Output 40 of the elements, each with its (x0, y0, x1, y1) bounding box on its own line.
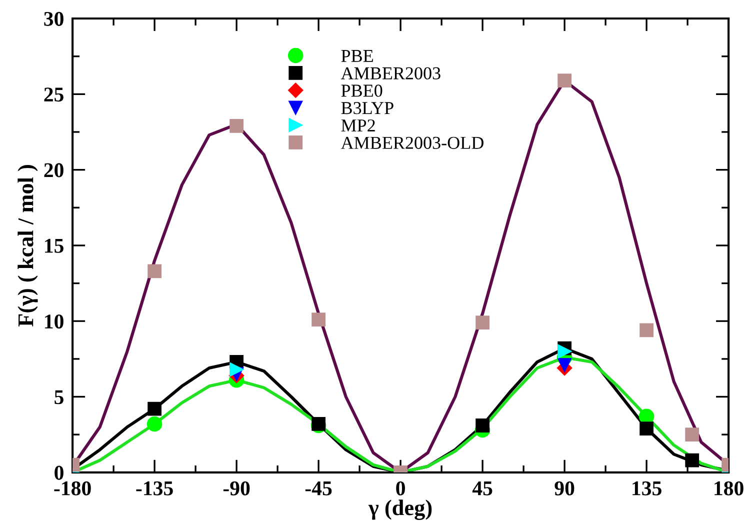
y-tick-label: 25 (44, 88, 64, 102)
x-tick-label: -90 (223, 481, 250, 496)
point (558, 344, 572, 358)
legend-label: MP2 (341, 119, 375, 132)
x-tick-label: 0 (396, 481, 405, 496)
y-tick-label: 20 (44, 163, 64, 178)
legend-label: AMBER2003 (340, 67, 440, 80)
x-axis-title: γ (deg) (368, 500, 432, 520)
point (312, 417, 326, 431)
x-tick-label: -135 (136, 481, 173, 496)
y-tick-label: 15 (45, 238, 64, 253)
point (685, 453, 700, 468)
point (230, 118, 244, 133)
point (476, 418, 490, 432)
point (558, 74, 572, 88)
legend-label: AMBER2003-OLD (340, 136, 484, 149)
x-tick-label: 180 (714, 481, 744, 496)
point (230, 362, 244, 376)
x-tick-label: -45 (305, 481, 332, 496)
point (312, 312, 326, 327)
y-tick-label: 10 (45, 314, 64, 329)
point (640, 422, 654, 436)
y-tick-label: 30 (44, 12, 64, 26)
point (146, 416, 162, 432)
legend-label: B3LYP (341, 102, 394, 114)
x-tick-label: 135 (632, 481, 662, 496)
point (640, 323, 654, 338)
point (476, 316, 490, 330)
x-tick-label: -180 (54, 481, 91, 496)
x-tick-label: 90 (554, 481, 574, 496)
point (685, 428, 700, 442)
legend-label: PBE (341, 50, 373, 62)
y-tick-label: 5 (54, 390, 64, 404)
point (148, 264, 162, 278)
point (558, 358, 572, 372)
y-axis-title: F(γ) ( kcal / mol ) (18, 165, 38, 326)
x-tick-label: 45 (472, 481, 492, 496)
legend-label: PBE0 (341, 84, 382, 97)
y-tick-label: 0 (54, 466, 64, 480)
point (148, 402, 162, 416)
